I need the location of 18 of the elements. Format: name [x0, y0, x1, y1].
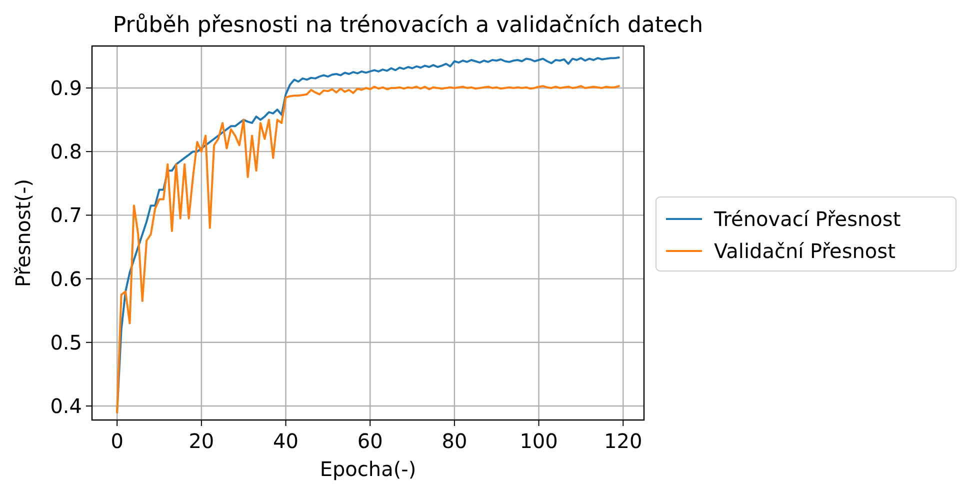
- legend-label: Trénovací Přesnost: [713, 207, 901, 231]
- y-tick-label: 0.6: [50, 266, 82, 291]
- x-tick-label: 40: [273, 429, 298, 453]
- y-tick-label: 0.7: [50, 203, 82, 228]
- x-tick-label: 120: [604, 429, 642, 453]
- x-axis-title: Epocha(-): [320, 457, 416, 481]
- x-tick-label: 20: [188, 429, 214, 453]
- x-tick-label: 100: [520, 429, 558, 453]
- y-tick-label: 0.5: [50, 330, 82, 354]
- chart-title: Průběh přesnosti na trénovacích a validačních datech: [112, 13, 704, 38]
- y-tick-label: 0.8: [50, 140, 82, 164]
- x-tick-label: 0: [110, 429, 124, 453]
- x-tick-label: 60: [357, 429, 383, 453]
- y-tick-label: 0.4: [50, 394, 82, 418]
- legend-label: Validační Přesnost: [714, 239, 896, 263]
- y-tick-label: 0.9: [50, 76, 82, 100]
- x-tick-label: 80: [442, 429, 468, 453]
- y-axis-title: Přesnost(-): [11, 178, 35, 288]
